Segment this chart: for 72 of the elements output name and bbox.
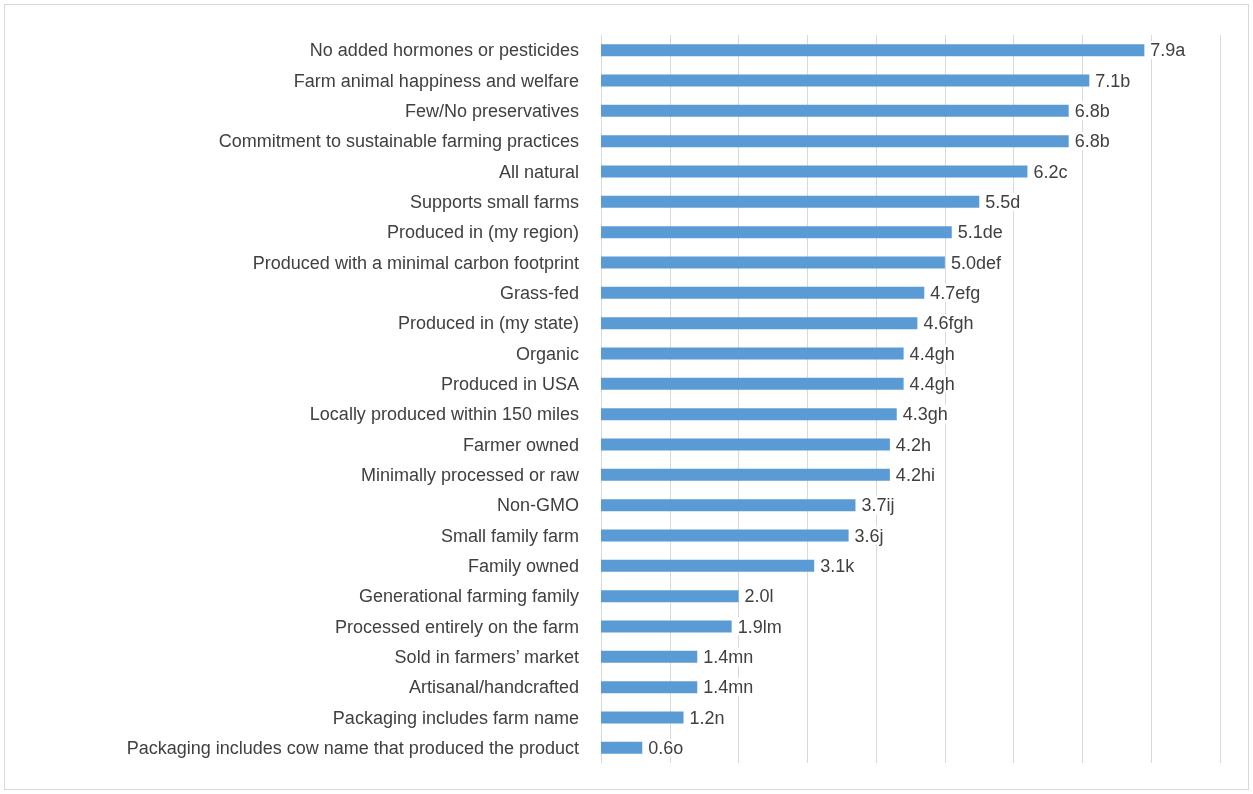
bar xyxy=(601,681,698,694)
data-label: 3.1k xyxy=(820,555,856,576)
y-tick-label: Locally produced within 150 miles xyxy=(309,404,579,425)
y-tick-label: Produced in (my state) xyxy=(397,313,579,334)
y-tick-label: Minimally processed or raw xyxy=(360,464,580,485)
y-tick-label: Family owned xyxy=(467,555,579,576)
data-label: 4.3gh xyxy=(902,404,948,425)
y-tick-label: Produced in USA xyxy=(440,373,579,394)
y-tick-label: Packaging includes cow name that produced the product xyxy=(126,737,579,758)
bar xyxy=(601,590,739,603)
data-label: 4.4gh xyxy=(909,343,955,364)
bar xyxy=(601,529,849,542)
bar xyxy=(601,104,1069,117)
data-label: 0.6o xyxy=(648,737,684,758)
data-label: 6.8b xyxy=(1074,100,1110,121)
data-label: 3.7ij xyxy=(861,495,895,516)
data-label: 4.2h xyxy=(895,434,931,455)
bar xyxy=(601,468,890,481)
y-tick-label: Farmer owned xyxy=(462,434,579,455)
data-label: 4.7efg xyxy=(930,282,981,303)
y-tick-label: Produced in (my region) xyxy=(386,222,579,243)
bar xyxy=(601,559,815,572)
data-label: 7.1b xyxy=(1095,70,1131,91)
data-label: 1.9lm xyxy=(737,616,782,637)
bar xyxy=(601,256,945,269)
y-tick-label: Commitment to sustainable farming practices xyxy=(218,131,579,152)
bar xyxy=(601,74,1090,87)
y-tick-label: Packaging includes farm name xyxy=(332,707,579,728)
bar xyxy=(601,741,643,754)
bar xyxy=(601,286,925,299)
bar xyxy=(601,165,1028,178)
y-tick-label: Produced with a minimal carbon footprint xyxy=(252,252,579,273)
data-label: 6.2c xyxy=(1033,161,1068,182)
data-label: 5.1de xyxy=(957,222,1003,243)
data-label: 1.2n xyxy=(689,707,725,728)
y-tick-label: Sold in farmers’ market xyxy=(394,646,579,667)
bar xyxy=(601,438,890,451)
y-tick-label: Few/No preservatives xyxy=(404,100,579,121)
bar xyxy=(601,620,732,633)
data-label: 2.0l xyxy=(744,586,774,607)
bar xyxy=(601,226,952,239)
data-label: 6.8b xyxy=(1074,131,1110,152)
y-tick-label: All natural xyxy=(498,161,579,182)
y-tick-label: Supports small farms xyxy=(409,191,579,212)
data-label: 1.4mn xyxy=(703,677,754,698)
bar xyxy=(601,317,918,330)
y-tick-label: Grass-fed xyxy=(499,282,579,303)
data-label: 4.2hi xyxy=(895,464,935,485)
bar xyxy=(601,195,980,208)
y-tick-label: Processed entirely on the farm xyxy=(334,616,579,637)
data-label: 1.4mn xyxy=(703,646,754,667)
bar xyxy=(601,408,897,421)
data-label: 4.4gh xyxy=(909,373,955,394)
data-label: 5.5d xyxy=(985,191,1021,212)
data-label: 7.9a xyxy=(1150,40,1187,61)
bar xyxy=(601,377,904,390)
y-tick-label: Farm animal happiness and welfare xyxy=(293,70,579,91)
data-label: 5.0def xyxy=(950,252,1002,273)
data-label: 4.6fgh xyxy=(923,313,974,334)
y-tick-label: Non-GMO xyxy=(496,495,579,516)
y-tick-label: Organic xyxy=(515,343,579,364)
data-label: 3.6j xyxy=(854,525,884,546)
bar xyxy=(601,44,1145,57)
bar xyxy=(601,711,684,724)
y-tick-label: Artisanal/handcrafted xyxy=(408,677,579,698)
bar xyxy=(601,135,1069,148)
bar xyxy=(601,499,856,512)
y-tick-label: Generational farming family xyxy=(358,586,579,607)
y-tick-label: Small family farm xyxy=(440,525,579,546)
bar xyxy=(601,347,904,360)
bar xyxy=(601,650,698,663)
y-tick-label: No added hormones or pesticides xyxy=(309,40,579,61)
